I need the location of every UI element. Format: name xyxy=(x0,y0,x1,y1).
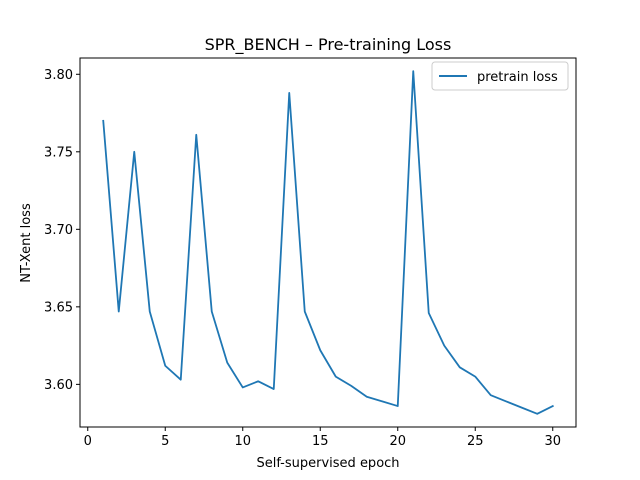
y-axis-label: NT-Xent loss xyxy=(19,203,34,283)
y-tick-label: 3.70 xyxy=(44,223,73,238)
y-tick-label: 3.60 xyxy=(44,378,73,393)
legend: pretrain loss xyxy=(431,61,569,91)
y-tick-label: 3.75 xyxy=(44,145,73,160)
legend-label: pretrain loss xyxy=(477,70,558,85)
x-tick-label: 0 xyxy=(84,434,92,449)
x-tick-label: 5 xyxy=(161,434,169,449)
x-tick-label: 15 xyxy=(312,434,329,449)
axes-frame xyxy=(79,57,577,428)
y-tick-label: 3.80 xyxy=(44,68,73,83)
axes: 0 5 10 15 20 25 30 3.60 3.65 3.70 3.75 3.80 xyxy=(44,57,577,449)
chart-title: SPR_BENCH – Pre-training Loss xyxy=(205,35,452,55)
x-tick-label: 10 xyxy=(234,434,251,449)
x-tick-label: 25 xyxy=(467,434,484,449)
series-line-0 xyxy=(102,70,554,415)
y-tick-label: 3.65 xyxy=(44,300,73,315)
plot-area xyxy=(102,70,554,415)
x-tick-label: 30 xyxy=(544,434,561,449)
legend-box xyxy=(431,61,569,91)
x-tick-label: 20 xyxy=(389,434,406,449)
x-axis-label: Self-supervised epoch xyxy=(256,456,399,471)
